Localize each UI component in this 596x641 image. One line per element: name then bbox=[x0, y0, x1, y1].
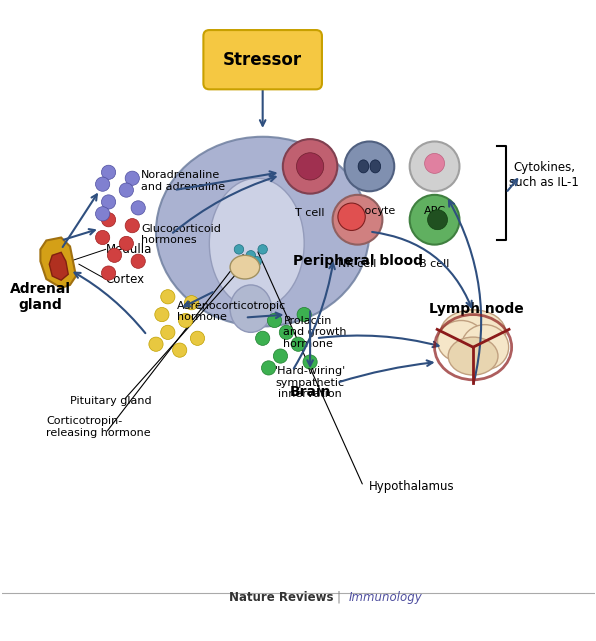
Ellipse shape bbox=[358, 160, 369, 173]
Text: Medulla: Medulla bbox=[105, 243, 152, 256]
Circle shape bbox=[95, 230, 110, 245]
Circle shape bbox=[119, 183, 134, 197]
Text: T cell: T cell bbox=[296, 208, 325, 219]
Text: Corticotropin-
releasing hormone: Corticotropin- releasing hormone bbox=[46, 417, 151, 438]
Circle shape bbox=[161, 325, 175, 340]
Text: Stressor: Stressor bbox=[223, 51, 302, 69]
Text: 'Hard-wiring'
sympathetic
innervation: 'Hard-wiring' sympathetic innervation bbox=[275, 366, 346, 399]
Circle shape bbox=[252, 256, 262, 266]
Text: APC: APC bbox=[424, 206, 446, 216]
Circle shape bbox=[125, 219, 139, 233]
Circle shape bbox=[338, 203, 365, 231]
Circle shape bbox=[149, 337, 163, 351]
Text: Hypothalamus: Hypothalamus bbox=[370, 480, 455, 493]
Ellipse shape bbox=[230, 285, 272, 332]
Text: Brain: Brain bbox=[289, 385, 331, 399]
Circle shape bbox=[280, 325, 293, 340]
Circle shape bbox=[268, 313, 282, 328]
Circle shape bbox=[101, 195, 116, 209]
Circle shape bbox=[297, 308, 311, 322]
Ellipse shape bbox=[370, 160, 381, 173]
Circle shape bbox=[344, 142, 395, 191]
Ellipse shape bbox=[440, 310, 505, 355]
Circle shape bbox=[107, 248, 122, 262]
Polygon shape bbox=[49, 253, 69, 280]
Circle shape bbox=[333, 195, 383, 245]
Ellipse shape bbox=[448, 337, 498, 375]
Text: Noradrenaline
and adrenaline: Noradrenaline and adrenaline bbox=[141, 171, 225, 192]
Text: Glucocorticoid
hormones: Glucocorticoid hormones bbox=[141, 224, 221, 246]
Text: Pituitary gland: Pituitary gland bbox=[70, 395, 151, 406]
Circle shape bbox=[274, 349, 287, 363]
FancyBboxPatch shape bbox=[203, 30, 322, 89]
Text: Cortex: Cortex bbox=[105, 272, 145, 285]
Circle shape bbox=[262, 361, 276, 375]
Text: Monocyte: Monocyte bbox=[342, 206, 396, 216]
Circle shape bbox=[184, 296, 198, 310]
Text: Immunology: Immunology bbox=[349, 591, 423, 604]
Text: Adrenocorticotropic
hormone: Adrenocorticotropic hormone bbox=[177, 301, 286, 322]
Circle shape bbox=[131, 201, 145, 215]
Ellipse shape bbox=[230, 255, 260, 279]
Circle shape bbox=[131, 254, 145, 269]
Circle shape bbox=[258, 245, 268, 254]
Circle shape bbox=[283, 139, 337, 194]
Text: Nature Reviews: Nature Reviews bbox=[229, 591, 334, 604]
Circle shape bbox=[303, 355, 317, 369]
Circle shape bbox=[155, 308, 169, 322]
Circle shape bbox=[101, 266, 116, 280]
Text: B cell: B cell bbox=[420, 260, 450, 269]
Circle shape bbox=[95, 177, 110, 191]
Circle shape bbox=[95, 206, 110, 221]
Circle shape bbox=[179, 313, 193, 328]
Ellipse shape bbox=[437, 320, 485, 362]
Circle shape bbox=[173, 343, 187, 357]
Circle shape bbox=[119, 237, 134, 251]
Text: NK cell: NK cell bbox=[339, 260, 377, 269]
Circle shape bbox=[296, 153, 324, 180]
Circle shape bbox=[190, 331, 204, 345]
Text: |: | bbox=[337, 591, 341, 604]
Text: Prolactin
and growth
hormone: Prolactin and growth hormone bbox=[284, 316, 347, 349]
Circle shape bbox=[240, 256, 250, 266]
Ellipse shape bbox=[461, 324, 508, 370]
Text: Peripheral blood: Peripheral blood bbox=[293, 254, 423, 268]
Circle shape bbox=[409, 142, 460, 191]
Ellipse shape bbox=[209, 178, 304, 309]
Circle shape bbox=[409, 195, 460, 245]
Circle shape bbox=[256, 331, 270, 345]
Circle shape bbox=[424, 153, 445, 173]
Polygon shape bbox=[41, 238, 76, 288]
Ellipse shape bbox=[156, 137, 370, 326]
Circle shape bbox=[291, 337, 305, 351]
Circle shape bbox=[125, 171, 139, 185]
Text: Lymph node: Lymph node bbox=[429, 302, 523, 315]
Circle shape bbox=[101, 165, 116, 179]
Text: Cytokines,
such as IL-1: Cytokines, such as IL-1 bbox=[510, 162, 579, 189]
Circle shape bbox=[246, 251, 256, 260]
Circle shape bbox=[234, 245, 244, 254]
Circle shape bbox=[161, 290, 175, 304]
Circle shape bbox=[427, 210, 448, 229]
Circle shape bbox=[101, 213, 116, 227]
Text: Adrenal
gland: Adrenal gland bbox=[10, 281, 71, 312]
